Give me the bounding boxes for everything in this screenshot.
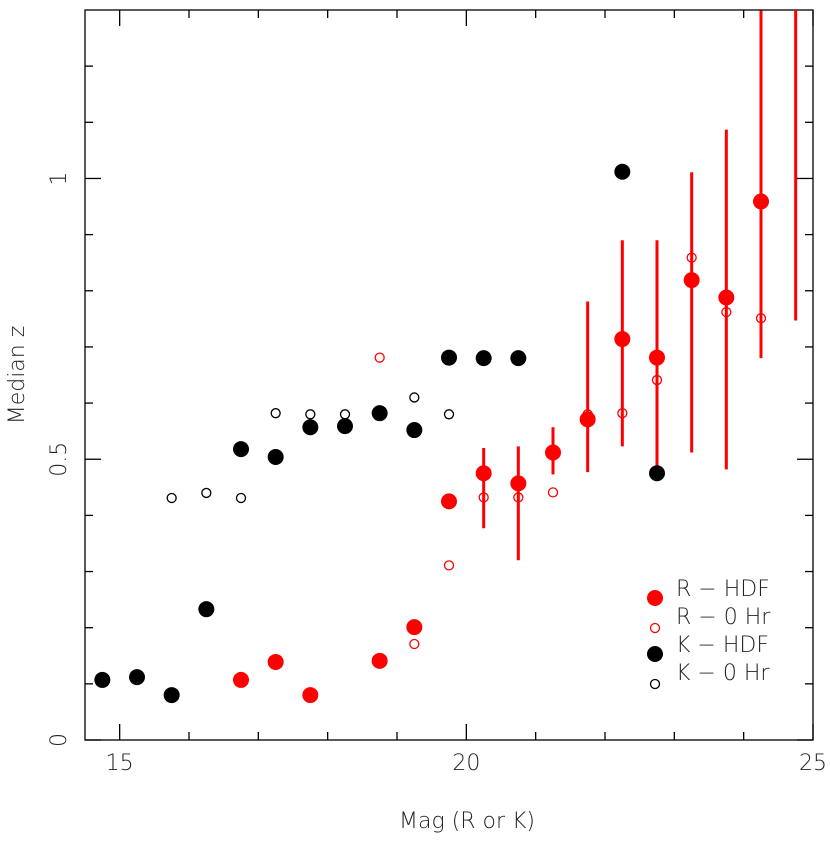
point	[443, 409, 455, 420]
x-axis-label: Mag (R or K)	[399, 809, 535, 834]
point	[94, 671, 111, 688]
point	[614, 331, 631, 348]
point	[129, 669, 145, 686]
point	[614, 163, 631, 180]
point	[443, 560, 455, 571]
point	[755, 313, 767, 324]
point	[371, 652, 388, 669]
legend-label: R − 0 Hr	[676, 605, 771, 630]
point	[305, 409, 316, 420]
point	[302, 687, 319, 704]
point	[649, 349, 665, 366]
point	[478, 492, 489, 503]
point	[267, 448, 284, 465]
point	[582, 409, 593, 420]
point	[718, 289, 735, 306]
point	[233, 671, 249, 688]
point	[683, 272, 700, 289]
point	[441, 493, 457, 510]
point	[198, 601, 215, 618]
point	[753, 193, 769, 210]
point	[406, 422, 423, 439]
legend-label: K − 0 Hr	[676, 661, 770, 686]
plot-area	[94, 10, 798, 704]
plot-frame	[84, 9, 814, 741]
point	[339, 409, 351, 420]
point	[374, 352, 385, 363]
x-tick-label: 25	[799, 751, 827, 776]
point	[545, 444, 561, 461]
point	[441, 349, 457, 366]
point	[409, 638, 420, 650]
point	[513, 492, 524, 503]
legend-label: K − HDF	[676, 633, 769, 658]
point	[201, 487, 212, 499]
point	[406, 619, 423, 636]
point	[510, 350, 527, 367]
legend-label: R − HDF	[676, 577, 770, 602]
point	[270, 408, 281, 419]
point	[409, 392, 420, 403]
point	[649, 465, 665, 482]
point	[166, 492, 177, 504]
legend-marker	[647, 646, 663, 662]
x-tick-label: 15	[106, 751, 134, 776]
point	[475, 350, 492, 367]
y-tick-label: 0	[47, 733, 72, 747]
y-tick-label: 1	[47, 171, 72, 185]
point	[302, 419, 319, 436]
legend-marker	[649, 678, 661, 690]
legend-marker	[649, 622, 661, 634]
point	[651, 374, 663, 386]
y-axis-label: Median z	[5, 326, 30, 425]
point	[235, 492, 247, 504]
point	[617, 408, 628, 419]
y-tick-label: 0.5	[47, 442, 72, 477]
point	[233, 441, 249, 458]
point	[267, 653, 284, 670]
legend-marker	[647, 590, 663, 606]
point	[475, 465, 492, 482]
point	[337, 418, 353, 435]
x-tick-label: 20	[452, 751, 480, 776]
point	[721, 306, 732, 318]
point	[686, 252, 697, 263]
point	[510, 475, 527, 492]
point	[547, 487, 559, 498]
point	[371, 405, 388, 422]
point	[163, 687, 180, 704]
